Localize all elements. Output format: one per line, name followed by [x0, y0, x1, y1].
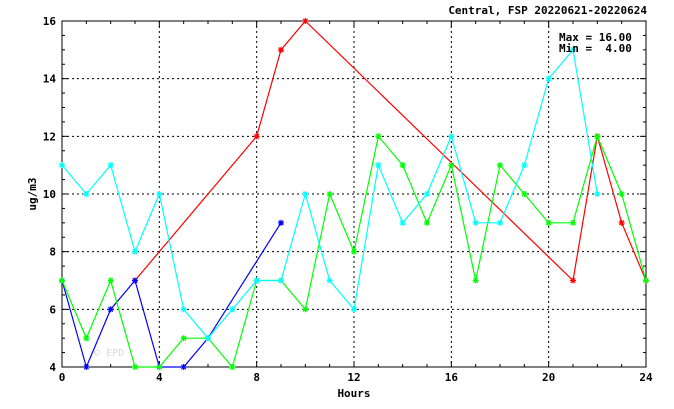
- min-label: Min = 4.00: [559, 42, 632, 55]
- data-point: [59, 162, 65, 169]
- data-point: [253, 133, 260, 140]
- series: [132, 18, 649, 284]
- watermark: © EPD: [94, 348, 124, 359]
- y-tick-label: 14: [43, 73, 57, 86]
- data-point: [278, 219, 284, 226]
- data-point: [448, 133, 455, 140]
- data-point: [521, 162, 528, 169]
- data-point: [570, 219, 576, 226]
- data-point: [521, 191, 528, 197]
- data-point: [570, 277, 576, 284]
- y-tick-label: 4: [49, 361, 56, 374]
- data-point: [156, 191, 163, 197]
- data-point: [180, 364, 187, 370]
- data-point: [375, 133, 382, 140]
- data-point: [399, 219, 406, 226]
- data-point: [472, 219, 479, 226]
- y-axis-label: ug/m3: [26, 177, 39, 210]
- series: [59, 46, 601, 342]
- data-point: [424, 219, 430, 226]
- data-point: [107, 162, 114, 169]
- grid: [62, 21, 646, 367]
- data-point: [59, 277, 65, 284]
- data-point: [594, 133, 601, 140]
- data-point: [83, 191, 90, 197]
- data-point: [107, 306, 114, 313]
- max-label: Max = 16.00: [559, 31, 632, 44]
- data-point: [107, 277, 114, 284]
- data-point: [180, 306, 187, 313]
- data-point: [570, 46, 576, 53]
- data-point: [278, 277, 284, 284]
- y-tick-label: 6: [49, 303, 56, 316]
- x-tick-label: 12: [347, 371, 360, 384]
- data-point: [448, 162, 455, 169]
- data-point: [253, 277, 260, 284]
- data-point: [618, 191, 625, 197]
- data-point: [132, 248, 138, 255]
- data-point: [399, 162, 406, 169]
- x-tick-label: 8: [253, 371, 260, 384]
- data-point: [472, 277, 479, 284]
- data-point: [497, 162, 503, 169]
- data-point: [326, 277, 333, 284]
- data-point: [229, 306, 236, 313]
- data-point: [594, 191, 601, 197]
- series-line: [134, 20, 647, 282]
- data-point: [618, 219, 625, 226]
- data-point: [351, 306, 357, 313]
- data-point: [326, 191, 333, 197]
- x-tick-label: 4: [156, 371, 163, 384]
- data-point: [83, 335, 90, 342]
- data-point: [132, 364, 138, 370]
- data-point: [643, 277, 649, 284]
- data-point: [205, 335, 211, 342]
- data-point: [545, 75, 552, 82]
- data-point: [229, 364, 236, 370]
- x-tick-label: 24: [639, 371, 653, 384]
- data-point: [156, 364, 163, 370]
- data-point: [278, 46, 284, 53]
- data-point: [132, 277, 138, 284]
- data-point: [497, 219, 503, 226]
- data-point: [545, 219, 552, 226]
- series-line: [61, 222, 282, 369]
- y-tick-label: 10: [43, 188, 56, 201]
- chart-title: Central, FSP 20220621-20220624: [448, 4, 647, 17]
- data-point: [302, 18, 309, 24]
- x-tick-label: 0: [59, 371, 66, 384]
- data-point: [302, 191, 309, 197]
- data-point: [180, 335, 187, 342]
- x-tick-label: 16: [445, 371, 459, 384]
- data-point: [375, 162, 382, 169]
- data-point: [351, 248, 357, 255]
- y-tick-label: 12: [43, 130, 56, 143]
- data-point: [302, 306, 309, 313]
- y-tick-label: 16: [43, 15, 57, 28]
- x-axis-label: Hours: [337, 387, 370, 400]
- x-tick-label: 20: [542, 371, 555, 384]
- y-tick-label: 8: [49, 246, 56, 259]
- data-point: [424, 191, 430, 197]
- data-point: [83, 364, 90, 370]
- series-layer: [59, 18, 649, 370]
- series: [59, 219, 284, 370]
